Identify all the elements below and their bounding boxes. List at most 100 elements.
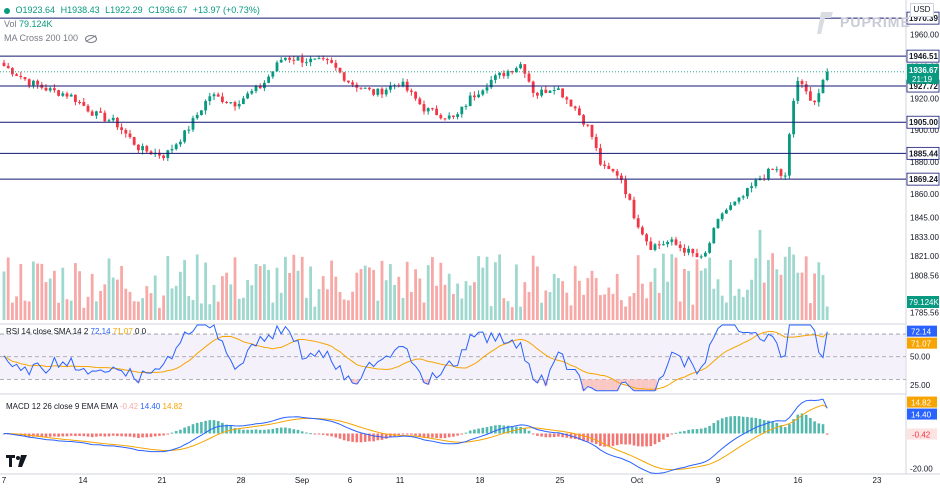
volume-bar [708, 257, 711, 320]
macd-histogram-bar [145, 433, 149, 438]
candle-body [187, 129, 191, 131]
macd-histogram-bar [351, 433, 354, 442]
macd-histogram-bar [657, 433, 661, 443]
rsi-tick-label: 50.00 [910, 353, 931, 362]
candle-body [565, 97, 569, 100]
candle-body [750, 186, 753, 189]
candle-body [410, 90, 413, 92]
volume-bar [99, 290, 102, 320]
macd-histogram-bar [166, 433, 170, 435]
macd-histogram-bar [468, 430, 472, 434]
candle-body [107, 120, 111, 122]
volume-bar [40, 263, 44, 320]
volume-bar [536, 266, 539, 320]
volume-bar [691, 304, 695, 320]
x-tick-label: 23 [873, 476, 882, 485]
ma-legend[interactable]: MA Cross 200 100 [4, 33, 97, 44]
volume-bar [204, 262, 207, 320]
tradingview-logo-icon[interactable] [6, 454, 28, 468]
candle-body [468, 95, 472, 107]
candle-body [237, 103, 241, 107]
candle-body [326, 59, 329, 61]
volume-bar [447, 273, 451, 320]
volume-bar [107, 258, 111, 320]
macd-histogram-bar [267, 429, 270, 434]
volume-bar [439, 262, 443, 320]
candle-body [212, 94, 216, 97]
candle-body [191, 118, 195, 130]
volume-bar [233, 257, 237, 320]
macd-histogram-bar [414, 433, 417, 436]
volume-bar [296, 270, 300, 320]
candle-body [166, 150, 170, 159]
macd-histogram-bar [124, 433, 128, 437]
volume-bar [384, 280, 388, 320]
volume-bar [338, 291, 342, 320]
macd-histogram-bar [670, 433, 674, 435]
macd-histogram-bar [103, 433, 107, 437]
level-tag [906, 172, 940, 186]
volume-bar [670, 254, 674, 320]
volume-bar [561, 281, 564, 320]
last-price-tag [907, 63, 939, 84]
low-value: L1922.29 [105, 5, 143, 15]
rsi-oversold-fill [535, 379, 540, 383]
candle-body [813, 100, 816, 103]
macd-histogram-bar [305, 432, 308, 434]
volume-legend[interactable]: Vol 79.124K [4, 19, 53, 30]
candle-body [418, 98, 422, 105]
volume-bar [27, 301, 31, 320]
candle-body [515, 68, 518, 73]
candle-body [788, 134, 791, 176]
volume-bar [506, 301, 510, 320]
candle-body [271, 71, 275, 77]
rsi-oversold-fill [426, 379, 431, 385]
volume-bar [788, 246, 791, 320]
macd-signal-label: 14.82 [911, 399, 932, 408]
volume-bar [187, 296, 191, 320]
candle-body [544, 89, 548, 93]
volume-bar [615, 273, 619, 320]
volume-bar [800, 272, 804, 320]
candle-body [389, 86, 392, 90]
volume-tag [907, 296, 939, 308]
macd-histogram-bar [90, 433, 94, 438]
volume-bar [149, 293, 153, 320]
candle-body [557, 88, 560, 90]
candle-body [729, 205, 732, 210]
currency-selector[interactable]: USD [910, 3, 934, 17]
candle-body [481, 90, 485, 95]
rsi-value-tag [907, 325, 937, 337]
macd-histogram-bar [284, 427, 287, 434]
rsi-oversold-fill [640, 379, 645, 391]
macd-histogram-bar [275, 427, 279, 434]
candle-body [611, 169, 615, 172]
macd-histogram-bar [573, 433, 577, 440]
macd-histogram-bar [321, 433, 325, 435]
macd-hist-tag [907, 428, 937, 440]
volume-bar [519, 306, 522, 320]
macd-histogram-bar [557, 433, 560, 437]
volume-bar [11, 302, 14, 320]
volume-bar [418, 278, 422, 320]
macd-histogram-bar [334, 433, 338, 438]
candle-body [578, 108, 581, 116]
candle-body [292, 59, 296, 61]
candle-body [200, 110, 203, 115]
candle-body [15, 74, 18, 76]
candle-body [523, 64, 527, 74]
macd-histogram-bar [809, 418, 812, 434]
macd-signal-line [3, 404, 828, 471]
close-value: C1936.67 [148, 5, 188, 15]
volume-bar [191, 299, 195, 320]
candle-body [603, 164, 606, 166]
volume-bar [414, 269, 417, 320]
candle-body [351, 82, 354, 85]
volume-bar [170, 288, 174, 320]
hidden-eye-icon[interactable] [84, 34, 97, 43]
x-tick-label: 25 [556, 476, 565, 485]
candle-body [712, 228, 716, 244]
volume-bar [557, 278, 560, 320]
macd-histogram-bar [225, 424, 228, 434]
